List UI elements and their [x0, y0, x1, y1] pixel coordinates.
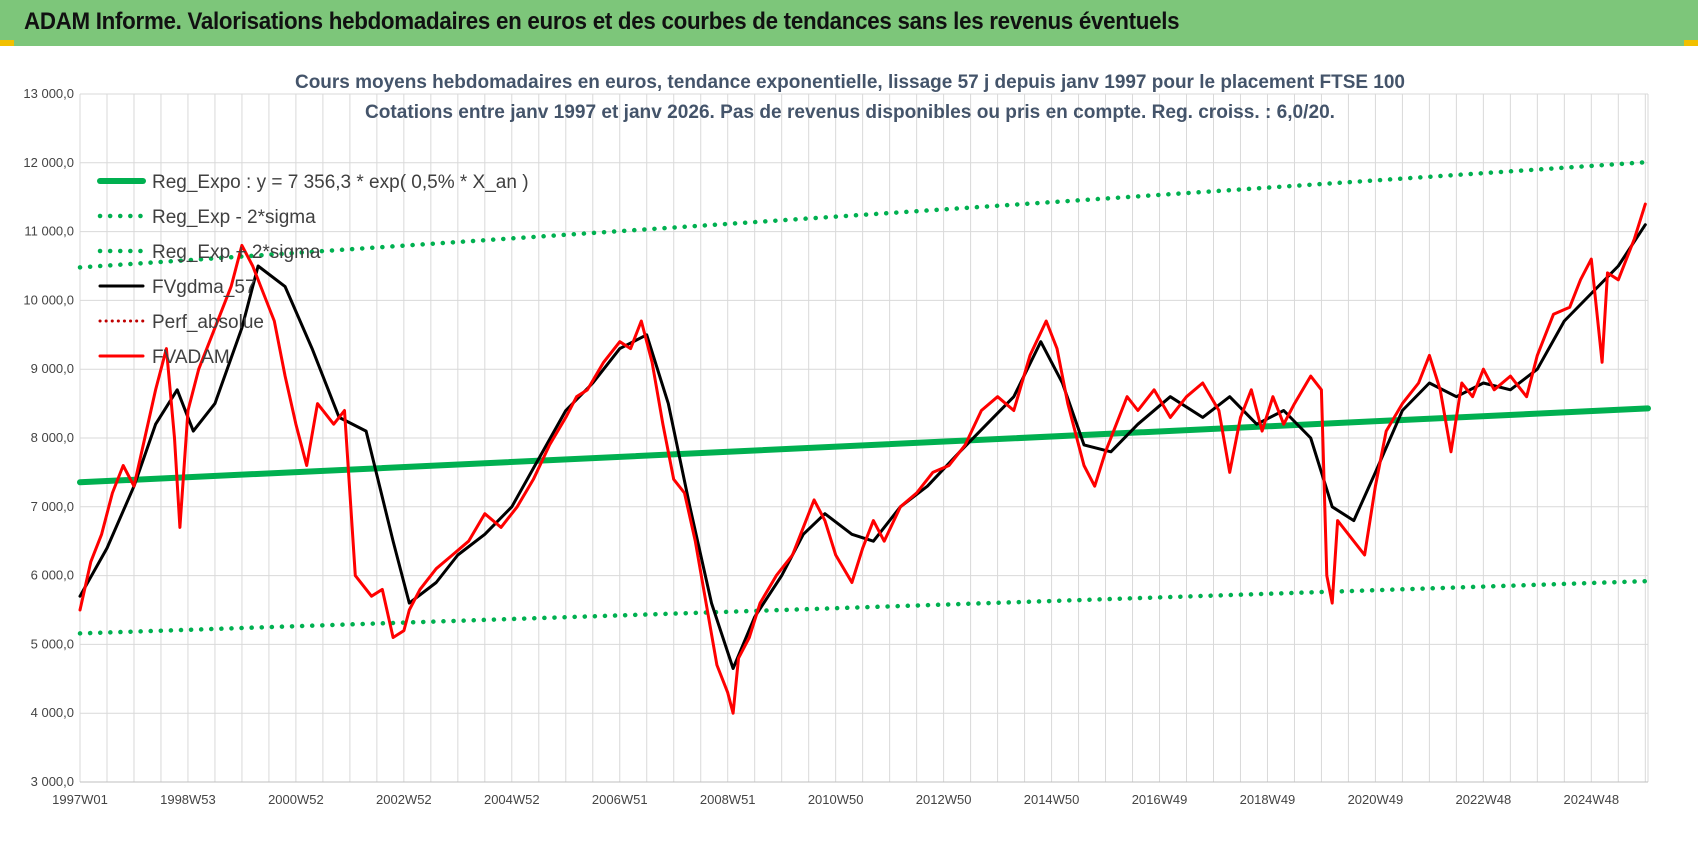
chart-svg: 3 000,0 4 000,0 5 000,0 6 000,0 7 000,0 8 000… — [23, 72, 1651, 807]
legend-label: Perf_absolue — [152, 312, 264, 333]
y-tick-label: 9 000,0 — [31, 361, 74, 376]
x-tick-label: 2022W48 — [1456, 792, 1512, 807]
series-line-fvgdma_57 — [78, 223, 1647, 670]
x-tick-label: 2004W52 — [484, 792, 540, 807]
x-tick-label: 2012W50 — [916, 792, 972, 807]
series-line-reg_expo — [77, 405, 1651, 486]
series-line-reg_exp — [77, 159, 1651, 270]
x-tick-label: 2002W52 — [376, 792, 432, 807]
x-tick-label: 2018W49 — [1240, 792, 1296, 807]
y-tick-label: 5 000,0 — [31, 636, 74, 651]
legend-label: Reg_Exp + 2*sigma — [152, 242, 321, 263]
legend-label: Reg_Expo : y = 7 356,3 * exp( 0,5% * X_a… — [152, 172, 529, 193]
series-line-reg_exp — [77, 578, 1651, 636]
report-banner: ADAM Informe. Valorisations hebdomadaire… — [0, 0, 1698, 46]
y-tick-label: 7 000,0 — [31, 499, 74, 514]
legend-label: Reg_Exp - 2*sigma — [152, 207, 316, 228]
y-tick-label: 13 000,0 — [23, 86, 74, 101]
chart-title-line: Cotations entre janv 1997 et janv 2026. … — [365, 102, 1335, 123]
x-tick-label: 2000W52 — [268, 792, 324, 807]
x-tick-label: 2014W50 — [1024, 792, 1080, 807]
x-tick-label: 2010W50 — [808, 792, 864, 807]
y-tick-label: 11 000,0 — [24, 224, 74, 239]
x-tick-label: 1997W01 — [52, 792, 108, 807]
series-line-fvadam — [78, 202, 1647, 715]
y-tick-label: 4 000,0 — [31, 705, 74, 720]
y-tick-label: 6 000,0 — [31, 568, 74, 583]
x-tick-label: 1998W53 — [160, 792, 216, 807]
y-tick-label: 3 000,0 — [31, 774, 74, 789]
legend-label: FVADAM — [152, 347, 230, 368]
corner-marker-right — [1684, 40, 1698, 46]
x-tick-label: 2008W51 — [700, 792, 756, 807]
corner-marker-left — [0, 40, 14, 46]
x-tick-label: 2016W49 — [1132, 792, 1188, 807]
x-tick-label: 2024W48 — [1563, 792, 1619, 807]
x-tick-label: 2006W51 — [592, 792, 648, 807]
y-tick-label: 12 000,0 — [23, 155, 74, 170]
y-tick-label: 8 000,0 — [31, 430, 74, 445]
x-tick-label: 2020W49 — [1348, 792, 1404, 807]
y-tick-label: 10 000,0 — [23, 292, 74, 307]
report-banner-title: ADAM Informe. Valorisations hebdomadaire… — [24, 8, 1180, 35]
chart-title-line: Cours moyens hebdomadaires en euros, ten… — [295, 72, 1405, 93]
legend-label: FVgdma_57 — [152, 277, 256, 298]
chart-area: 3 000,0 4 000,0 5 000,0 6 000,0 7 000,0 8 000… — [0, 46, 1698, 848]
